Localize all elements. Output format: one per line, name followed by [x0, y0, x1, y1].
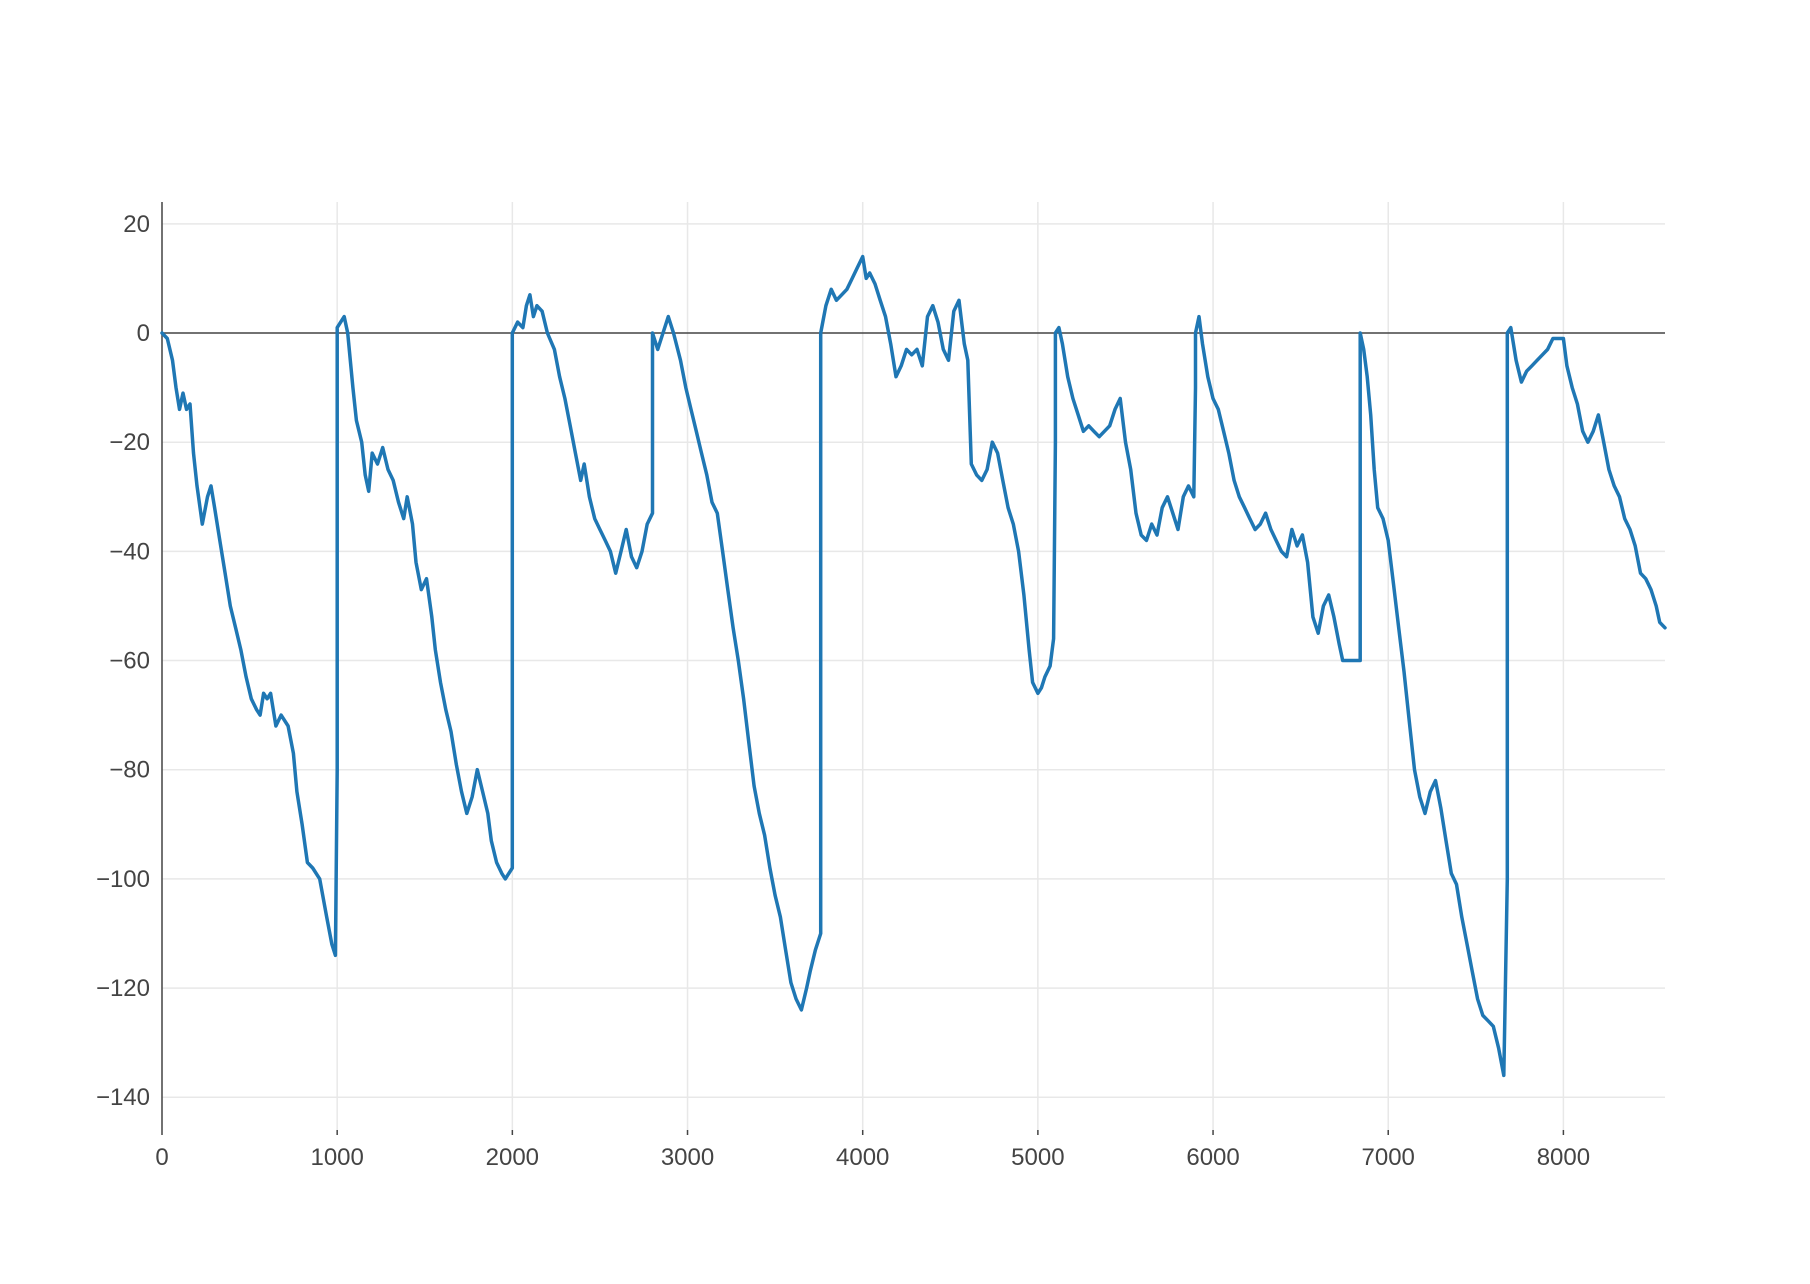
- series-line-0: [160, 254, 1667, 1078]
- axes: [161, 202, 1665, 1135]
- x-tick-label-6000: 6000: [1186, 1144, 1239, 1171]
- y-tick-label--120: −120: [96, 975, 150, 1002]
- y-tick-label-20: 20: [123, 211, 150, 238]
- y-tick-label-0: 0: [137, 320, 150, 347]
- y-tick-label--20: −20: [109, 429, 150, 456]
- x-tick-label-5000: 5000: [1011, 1144, 1064, 1171]
- x-tick-label-2000: 2000: [486, 1144, 539, 1171]
- y-tick-label--40: −40: [109, 538, 150, 565]
- tick-labels: 0 1000 2000 3000 4000 5000 6000 7000 8000 20 0 −20 −…: [96, 211, 1590, 1171]
- y-tick-label--80: −80: [109, 757, 150, 784]
- y-tick-label--60: −60: [109, 648, 150, 675]
- series-layer: [160, 254, 1667, 1078]
- x-tick-label-1000: 1000: [310, 1144, 363, 1171]
- x-tick-label-3000: 3000: [661, 1144, 714, 1171]
- x-tick-label-7000: 7000: [1362, 1144, 1415, 1171]
- y-tick-label--140: −140: [96, 1084, 150, 1111]
- x-tick-label-0: 0: [155, 1144, 168, 1171]
- x-tick-label-8000: 8000: [1537, 1144, 1590, 1171]
- x-tick-label-4000: 4000: [836, 1144, 889, 1171]
- y-tick-label--100: −100: [96, 866, 150, 893]
- gridlines: [162, 202, 1665, 1130]
